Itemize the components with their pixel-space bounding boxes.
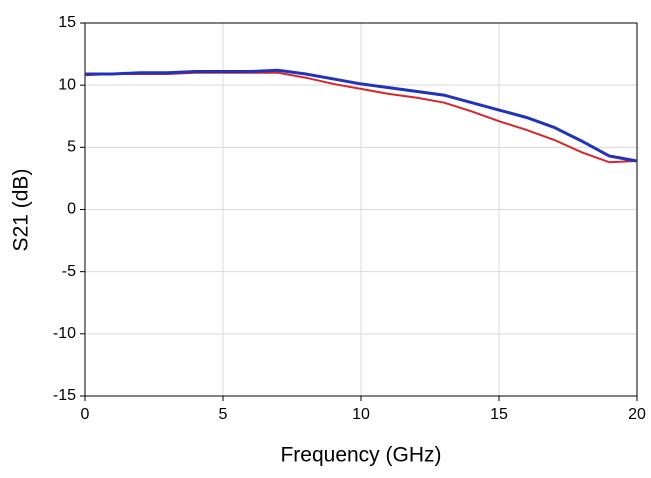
x-axis-label: Frequency (GHz) <box>280 444 441 467</box>
y-tick-label: -15 <box>53 387 76 404</box>
x-tick-label: 20 <box>628 406 646 423</box>
y-tick-label: 15 <box>58 14 76 31</box>
x-tick-label: 5 <box>219 406 228 423</box>
plot-frame <box>84 22 638 397</box>
y-tick-label: -5 <box>62 263 76 280</box>
x-tick-label: 15 <box>490 406 508 423</box>
y-tick-label: 0 <box>67 201 76 218</box>
x-tick-label: 0 <box>81 406 90 423</box>
x-tick-label: 10 <box>352 406 370 423</box>
data-line <box>85 68 638 163</box>
y-axis-label: S21 (dB) <box>10 169 33 252</box>
y-tick-label: 5 <box>67 139 76 156</box>
y-tick-label: -10 <box>53 325 76 342</box>
y-tick-label: 10 <box>58 76 76 93</box>
